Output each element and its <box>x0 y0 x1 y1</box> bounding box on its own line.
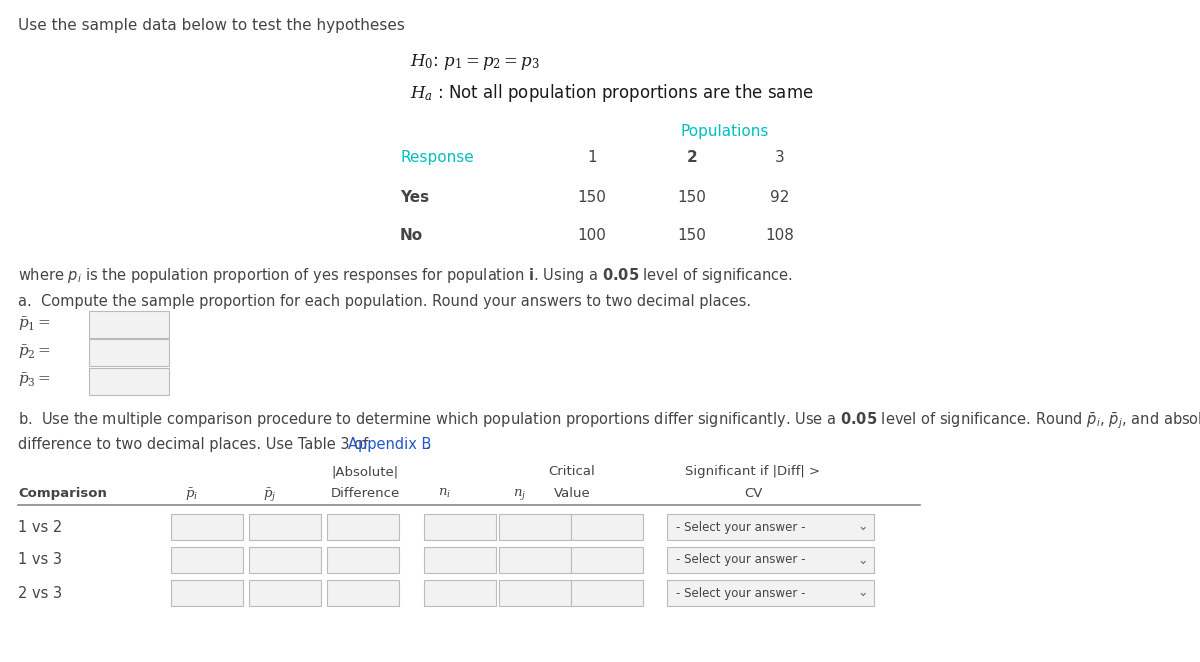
Text: Populations: Populations <box>680 124 769 139</box>
Text: ⌄: ⌄ <box>858 587 869 600</box>
Text: 150: 150 <box>678 190 707 205</box>
FancyBboxPatch shape <box>89 312 169 338</box>
Text: ⌄: ⌄ <box>858 520 869 534</box>
Text: Significant if |Diff| >: Significant if |Diff| > <box>685 465 821 478</box>
Text: $n_j$: $n_j$ <box>514 487 527 502</box>
Text: Appendix B: Appendix B <box>348 437 431 452</box>
FancyBboxPatch shape <box>250 547 322 573</box>
Text: |Absolute|: |Absolute| <box>331 465 398 478</box>
FancyBboxPatch shape <box>571 547 643 573</box>
Text: Value: Value <box>553 487 590 500</box>
FancyBboxPatch shape <box>89 367 169 395</box>
Text: 150: 150 <box>577 190 606 205</box>
FancyBboxPatch shape <box>172 580 242 606</box>
Text: Response: Response <box>400 150 474 165</box>
Text: b.  Use the multiple comparison procedure to determine which population proporti: b. Use the multiple comparison procedure… <box>18 410 1200 431</box>
FancyBboxPatch shape <box>172 514 242 540</box>
FancyBboxPatch shape <box>499 514 571 540</box>
FancyBboxPatch shape <box>326 547 398 573</box>
Text: $H_a$ : Not all population proportions are the same: $H_a$ : Not all population proportions a… <box>410 82 814 104</box>
FancyBboxPatch shape <box>172 547 242 573</box>
FancyBboxPatch shape <box>250 514 322 540</box>
FancyBboxPatch shape <box>571 514 643 540</box>
FancyBboxPatch shape <box>424 547 496 573</box>
Text: where $\it{p_i}$ is the population proportion of yes responses for population $\: where $\it{p_i}$ is the population propo… <box>18 266 793 285</box>
FancyBboxPatch shape <box>667 580 874 606</box>
Text: Difference: Difference <box>330 487 400 500</box>
Text: $n_i$: $n_i$ <box>438 487 451 500</box>
Text: a.  Compute the sample proportion for each population. Round your answers to two: a. Compute the sample proportion for eac… <box>18 294 751 309</box>
Text: CV: CV <box>744 487 762 500</box>
Text: $H_0$: $p_1 = p_2 = p_3$: $H_0$: $p_1 = p_2 = p_3$ <box>410 52 540 72</box>
Text: 2: 2 <box>686 150 697 165</box>
Text: 108: 108 <box>766 228 794 243</box>
Text: Yes: Yes <box>400 190 430 205</box>
FancyBboxPatch shape <box>326 514 398 540</box>
FancyBboxPatch shape <box>571 580 643 606</box>
Text: 100: 100 <box>577 228 606 243</box>
Text: 1 vs 3: 1 vs 3 <box>18 553 62 567</box>
Text: $\bar{p}_2 =$: $\bar{p}_2 =$ <box>18 343 52 361</box>
Text: 1 vs 2: 1 vs 2 <box>18 520 62 534</box>
Text: No: No <box>400 228 424 243</box>
Text: Comparison: Comparison <box>18 487 107 500</box>
Text: Use the sample data below to test the hypotheses: Use the sample data below to test the hy… <box>18 18 404 33</box>
FancyBboxPatch shape <box>424 580 496 606</box>
FancyBboxPatch shape <box>326 580 398 606</box>
Text: $\bar{p}_j$: $\bar{p}_j$ <box>263 487 277 504</box>
FancyBboxPatch shape <box>250 580 322 606</box>
Text: 2 vs 3: 2 vs 3 <box>18 585 62 600</box>
Text: difference to two decimal places. Use Table 3 of: difference to two decimal places. Use Ta… <box>18 437 373 452</box>
Text: 150: 150 <box>678 228 707 243</box>
Text: $\bar{p}_i$: $\bar{p}_i$ <box>186 487 198 503</box>
Text: 3: 3 <box>775 150 785 165</box>
FancyBboxPatch shape <box>499 547 571 573</box>
FancyBboxPatch shape <box>667 514 874 540</box>
Text: $\bar{p}_1 =$: $\bar{p}_1 =$ <box>18 315 52 333</box>
Text: Critical: Critical <box>548 465 595 478</box>
Text: - Select your answer -: - Select your answer - <box>676 520 805 534</box>
Text: ⌄: ⌄ <box>858 553 869 567</box>
FancyBboxPatch shape <box>424 514 496 540</box>
Text: - Select your answer -: - Select your answer - <box>676 587 805 600</box>
Text: .: . <box>425 437 430 452</box>
Text: 92: 92 <box>770 190 790 205</box>
FancyBboxPatch shape <box>667 547 874 573</box>
FancyBboxPatch shape <box>499 580 571 606</box>
Text: $\bar{p}_3 =$: $\bar{p}_3 =$ <box>18 371 52 389</box>
Text: 1: 1 <box>587 150 596 165</box>
Text: - Select your answer -: - Select your answer - <box>676 553 805 567</box>
FancyBboxPatch shape <box>89 340 169 367</box>
